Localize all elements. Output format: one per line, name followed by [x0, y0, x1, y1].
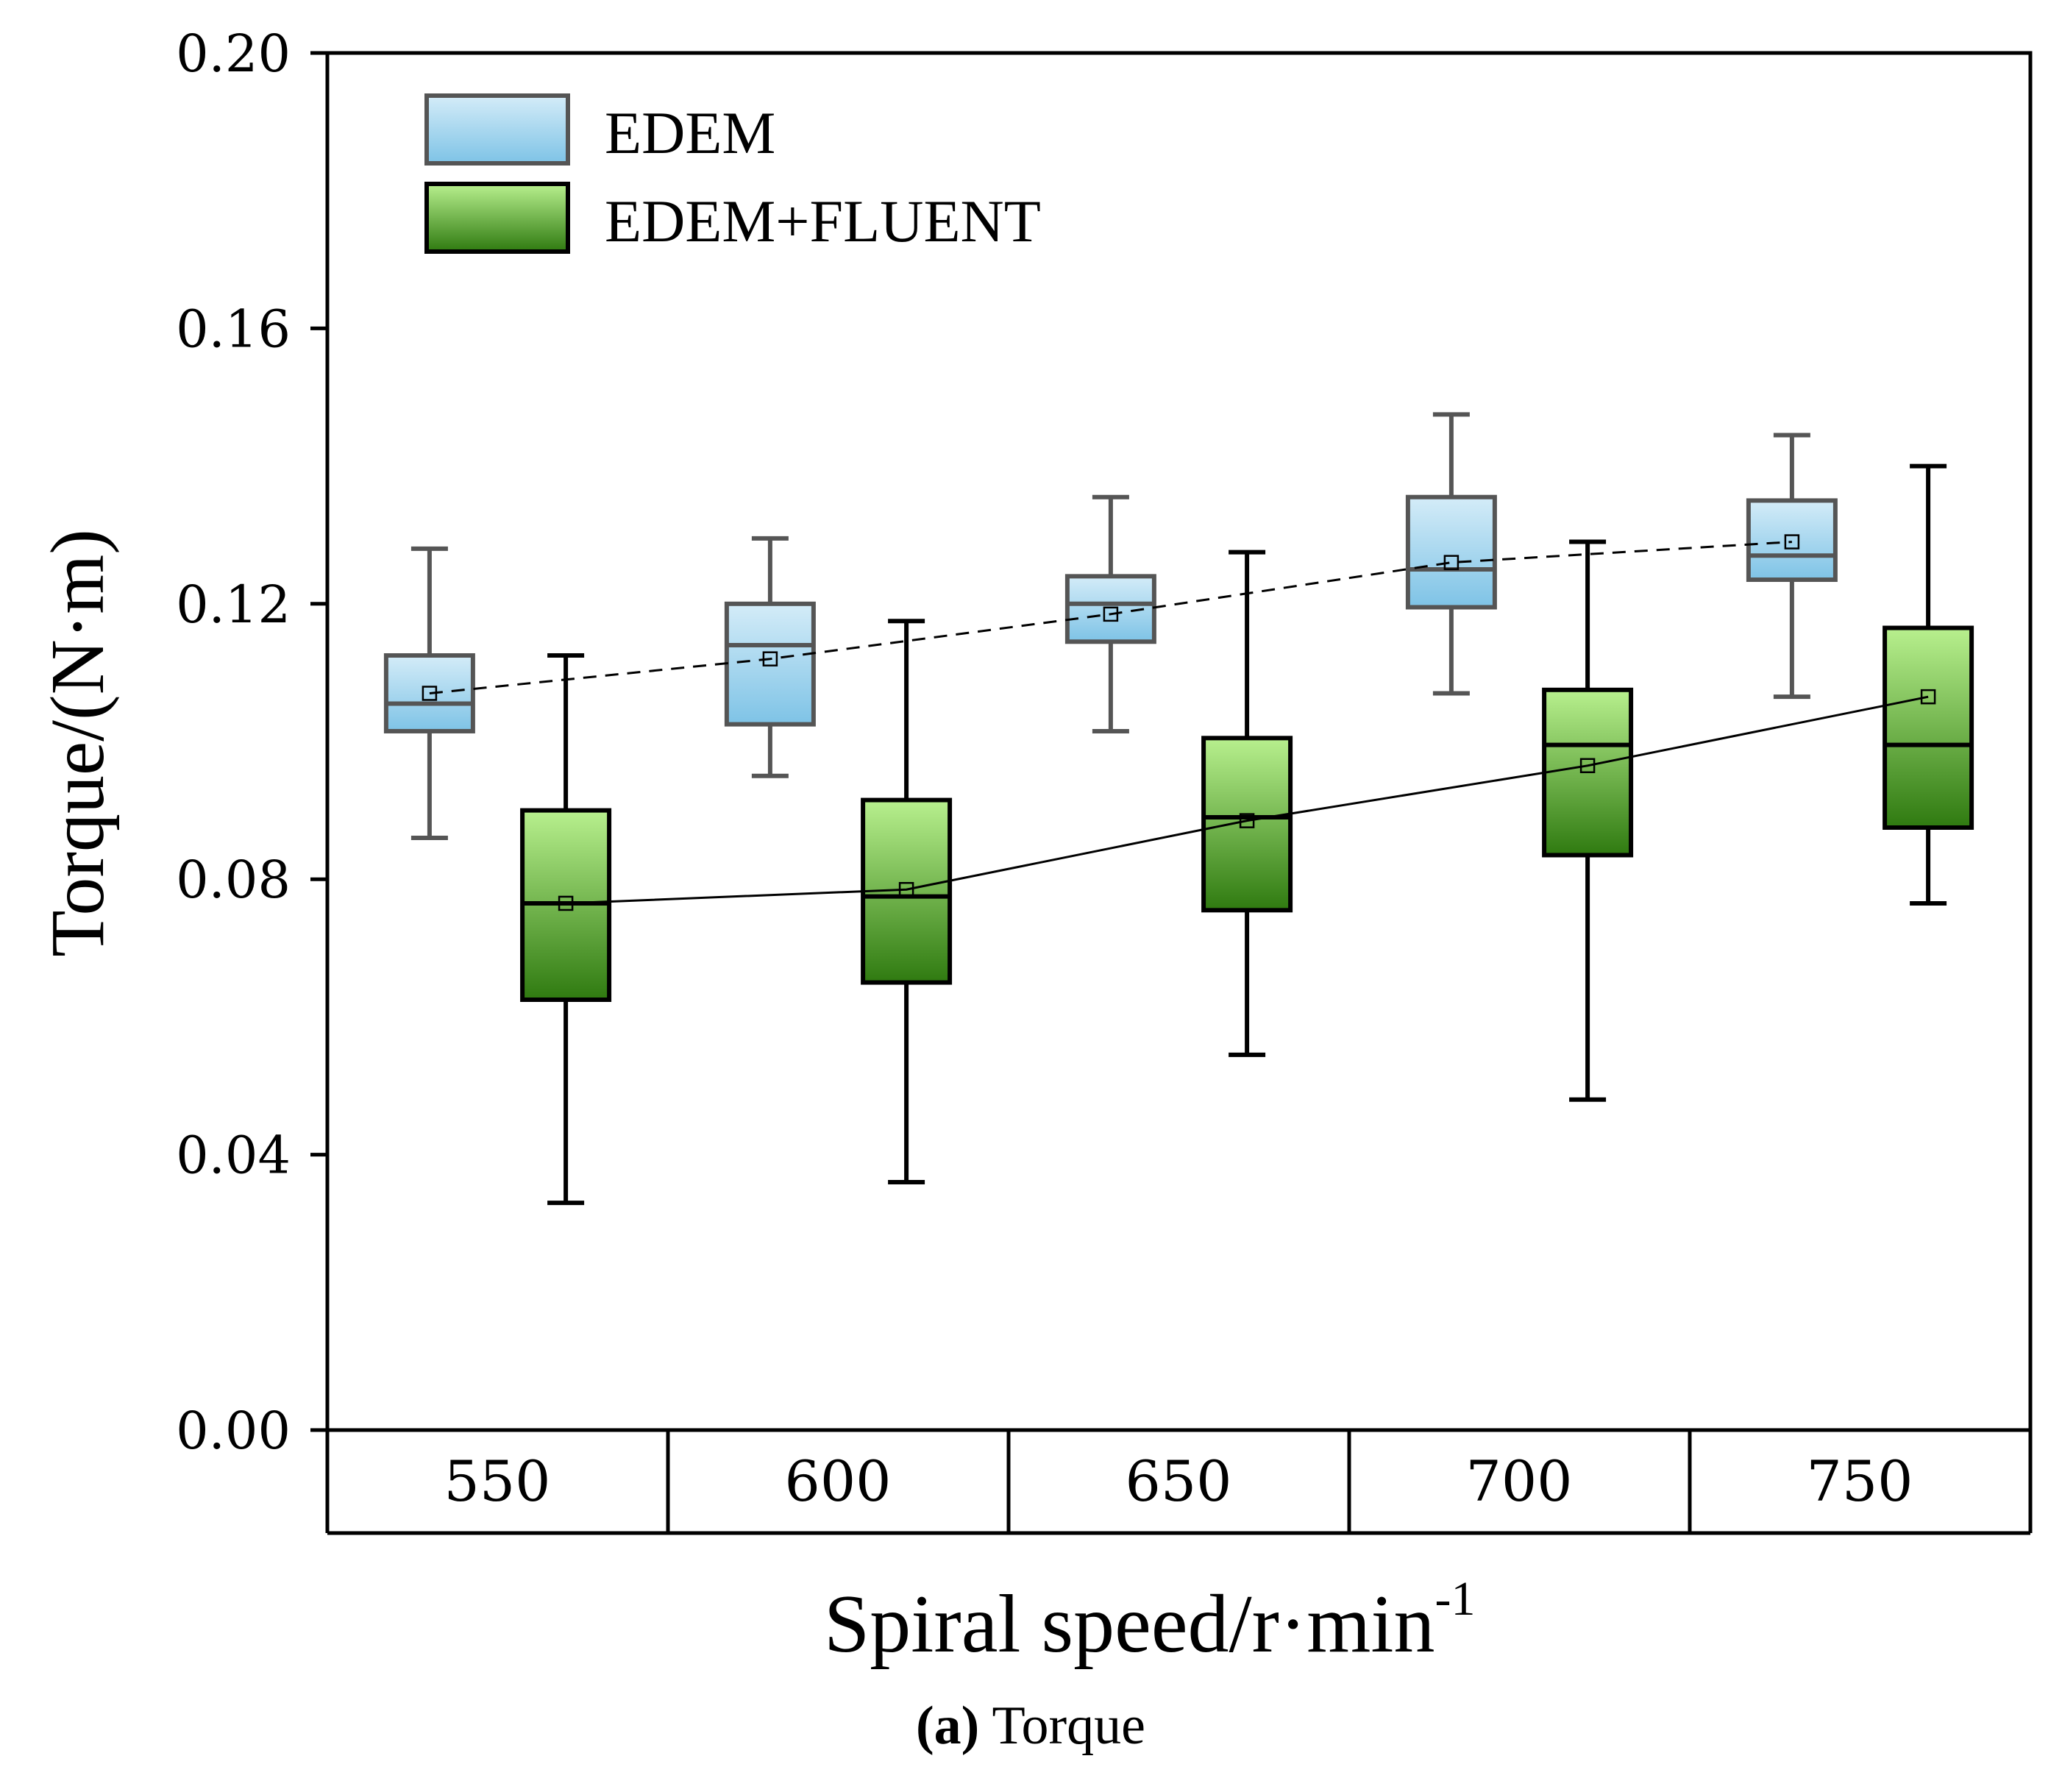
caption-text: Torque [979, 1696, 1145, 1756]
box-edem-fluent-700 [1542, 539, 1634, 1102]
mean-marker-edem [762, 651, 778, 666]
mean-marker-edem [422, 686, 438, 701]
y-tick-label: 0.16 [176, 299, 291, 359]
mean-marker-edem-fluent [1579, 758, 1596, 774]
mean-marker-edem [1784, 534, 1800, 550]
box-iqr [724, 601, 816, 727]
y-tick-label: 0.00 [176, 1401, 291, 1461]
mean-line-layer [422, 534, 1936, 911]
category-band: 550 600 650 700 750 [325, 1430, 2033, 1535]
box-iqr [1201, 736, 1293, 913]
box-edem-fluent-550 [520, 653, 612, 1206]
legend-swatch-edem-fluent [424, 182, 570, 254]
box-iqr [1746, 498, 1838, 583]
box-edem-700 [1405, 412, 1497, 696]
y-tick-label: 0.12 [176, 575, 291, 635]
category-label: 700 [1465, 1448, 1572, 1514]
y-tick-label: 0.04 [176, 1126, 291, 1186]
mean-line-edem-fluent [566, 695, 1929, 905]
y-axis-title: Torque/(N·m) [35, 529, 120, 957]
legend: EDEM EDEM+FLUENT [424, 93, 1041, 255]
box-edem-650 [1064, 494, 1156, 733]
mean-marker-edem-fluent [898, 881, 914, 897]
mean-marker-edem [1103, 606, 1119, 622]
y-axis: 0.00 0.04 0.08 0.12 0.16 0.20 [176, 24, 327, 1461]
x-axis-title-main: Spiral speed/r·min [824, 1579, 1434, 1670]
figure-caption: (a) Torque [916, 1696, 1145, 1756]
mean-marker-edem-fluent [558, 895, 574, 911]
category-label: 600 [784, 1448, 891, 1514]
box-edem-fluent-600 [861, 619, 953, 1185]
mean-marker-edem [1443, 555, 1460, 570]
x-axis-title: Spiral speed/r·min-1 [824, 1572, 1475, 1670]
legend-label-edem: EDEM [605, 99, 775, 166]
caption-label: (a) [916, 1696, 979, 1756]
x-axis-title-superscript: -1 [1434, 1572, 1475, 1626]
box-edem-750 [1746, 433, 1838, 700]
mean-line-edem [429, 541, 1792, 694]
box-iqr [1883, 625, 1974, 830]
mean-marker-edem-fluent [1239, 813, 1255, 828]
legend-swatch-edem [424, 93, 570, 166]
box-edem-fluent-650 [1201, 550, 1293, 1057]
box-edem-600 [724, 536, 816, 778]
category-label: 750 [1806, 1448, 1913, 1514]
category-label: 550 [444, 1448, 550, 1514]
box-iqr [1405, 494, 1497, 610]
mean-marker-edem-fluent [1920, 689, 1936, 705]
legend-label-edem-fluent: EDEM+FLUENT [605, 188, 1041, 255]
y-tick-label: 0.20 [176, 24, 291, 84]
box-edem-fluent-750 [1883, 463, 1974, 906]
y-tick-label: 0.08 [176, 850, 291, 910]
box-layer [383, 412, 1974, 1206]
plot-frame [325, 51, 2033, 1432]
category-label: 650 [1125, 1448, 1231, 1514]
